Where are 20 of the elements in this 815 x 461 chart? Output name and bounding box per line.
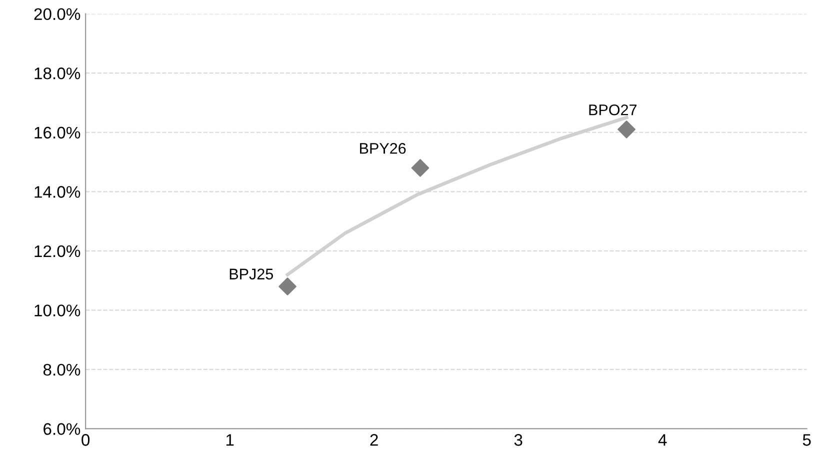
x-tick-label: 0 [82,434,90,446]
y-tick-label: 12.0% [34,245,80,258]
y-tick-label: 18.0% [34,68,80,80]
y-tick-label: 20.0% [34,8,80,20]
point [278,278,296,296]
y-tick-label: 14.0% [34,186,80,198]
y-tick-label: 6.0% [44,423,80,435]
y-tick-label: 8.0% [43,364,80,376]
y-tick-label: 10.0% [34,304,80,316]
x-tick-label: 2 [370,434,378,446]
y-tick-label: 16.0% [34,126,80,139]
annotation: BPY26 [360,142,406,154]
point [411,159,430,177]
x-tick-label: 3 [514,434,522,446]
annotation: BPO27 [589,104,637,116]
x-tick-label: 5 [802,434,811,446]
annotation: BPJ25 [230,268,274,280]
x-tick-label: 1 [226,434,234,446]
point [618,120,636,138]
x-tick-label: 4 [658,434,667,446]
